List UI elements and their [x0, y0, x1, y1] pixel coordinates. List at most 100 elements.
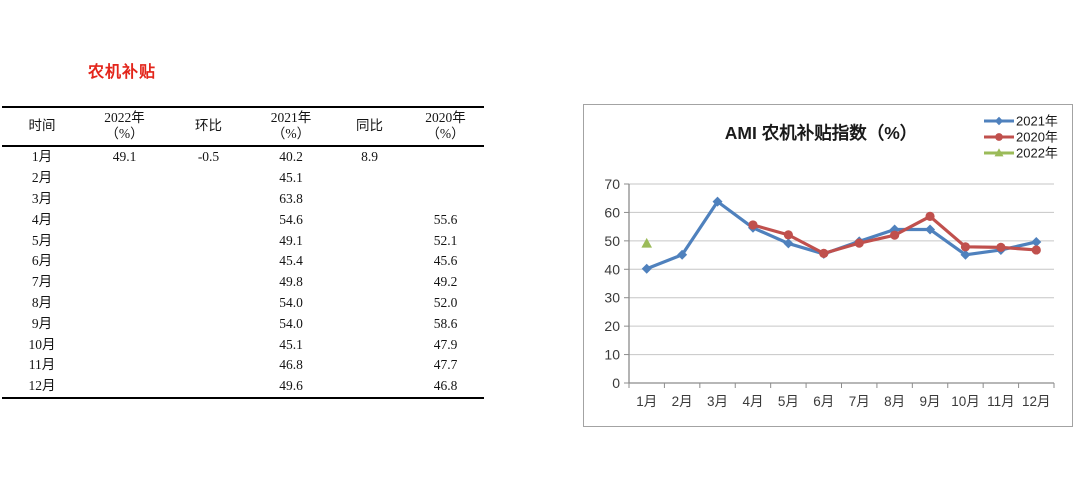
table-cell: [332, 355, 407, 376]
table-cell: [82, 335, 167, 356]
data-point-2020年: [925, 211, 935, 222]
table-cell: 8.9: [361, 149, 378, 165]
table-cell: 63.8: [279, 190, 303, 206]
chart-title: AMI 农机补贴指数（%）: [725, 123, 918, 143]
table-cell: [332, 168, 407, 189]
table-cell: 45.1: [279, 170, 303, 186]
table-cell: 49.6: [279, 378, 303, 394]
data-point-2020年: [1031, 245, 1041, 255]
legend-label: 2020年: [1016, 130, 1058, 145]
table-cell: 8月: [31, 294, 53, 310]
x-axis-label: 3月: [707, 394, 728, 409]
data-point-2021年: [925, 224, 936, 235]
table-cell: 45.4: [279, 253, 303, 269]
table-row: 10月 45.1 47.9: [2, 335, 484, 356]
table-cell: [332, 231, 407, 252]
table-cell: [332, 314, 407, 335]
table-row: 5月 49.1 52.1: [2, 231, 484, 252]
data-point-2020年: [996, 242, 1006, 252]
table-header: 时间 2022年 （%） 环比 2021年 （%） 同比 2020年 （%）: [2, 107, 484, 147]
data-point-2021年: [677, 249, 688, 260]
table-cell: [332, 210, 407, 231]
table-cell: [332, 293, 407, 314]
table-cell: 45.1: [279, 336, 303, 352]
table-row: 11月 46.8 47.7: [2, 355, 484, 376]
legend-label: 2021年: [1016, 114, 1058, 129]
table-cell: [82, 272, 167, 293]
table-cell: [167, 335, 250, 356]
y-axis-label: 0: [612, 375, 620, 391]
table-cell: [332, 251, 407, 272]
table-cell: [167, 189, 250, 210]
column-header: 同比: [356, 118, 383, 134]
subsidy-table: 时间 2022年 （%） 环比 2021年 （%） 同比 2020年 （%） 1月 49.1 -0.…: [2, 106, 484, 399]
series-line-2021年: [645, 200, 1038, 271]
chart-canvas: 0 10 20 30 40 50 60 70 1月 2月 3月 4月 5月 6月 7月 8月 9月 10月 11月 1…: [604, 114, 1058, 410]
table-cell: [82, 210, 167, 231]
table-cell: 47.9: [433, 336, 458, 352]
table-cell: [407, 146, 484, 168]
table-cell: 7月: [31, 274, 53, 290]
table-cell: [167, 231, 250, 252]
legend-marker-2022年: [994, 148, 1004, 157]
legend-label: 2022年: [1016, 146, 1058, 161]
table-header-row: 时间 2022年 （%） 环比 2021年 （%） 同比 2020年 （%）: [2, 107, 484, 147]
table-cell: 1月: [31, 149, 53, 165]
y-axis-label: 50: [604, 233, 620, 249]
table-cell: 2月: [31, 170, 53, 186]
table-row: 6月 45.4 45.6: [2, 251, 484, 272]
data-point-2021年: [960, 249, 971, 260]
table-cell: 54.0: [279, 315, 303, 331]
data-point-2020年: [783, 230, 793, 240]
table-cell: [82, 376, 167, 398]
table-cell: [82, 251, 167, 272]
table-cell: [167, 251, 250, 272]
data-point-2020年: [890, 230, 900, 240]
table-body: 1月 49.1 -0.5 40.2 8.9 2月 45.1 3月 63.8 4月 54.6 55.6 5…: [2, 146, 484, 398]
table-cell: -0.5: [197, 149, 220, 165]
y-axis-label: 70: [604, 176, 620, 192]
table-cell: 47.7: [433, 357, 458, 373]
data-point-2020年: [819, 248, 829, 258]
table-cell: 11月: [28, 357, 56, 373]
x-axis-label: 5月: [778, 394, 799, 409]
x-axis-label: 6月: [813, 394, 834, 409]
table-cell: 45.6: [433, 253, 458, 269]
y-axis-label: 40: [604, 261, 620, 277]
table-cell: [167, 355, 250, 376]
x-axis-label: 7月: [849, 394, 870, 409]
column-header: 环比: [195, 118, 222, 134]
table-cell: 10月: [28, 336, 56, 352]
table-row: 8月 54.0 52.0: [2, 293, 484, 314]
table-row: 4月 54.6 55.6: [2, 210, 484, 231]
table-row: 1月 49.1 -0.5 40.2 8.9: [2, 146, 484, 168]
table-cell: 46.8: [433, 378, 458, 394]
legend-marker-2021年: [994, 116, 1004, 126]
table-cell: 52.1: [433, 232, 458, 248]
table-cell: 6月: [31, 253, 53, 269]
table-cell: 46.8: [279, 357, 303, 373]
table-cell: [332, 376, 407, 398]
column-header: 时间: [28, 118, 56, 134]
data-point-2021年: [712, 196, 723, 207]
data-point-2022年: [641, 237, 653, 248]
section-title: 农机补贴: [88, 64, 157, 81]
table-cell: [167, 314, 250, 335]
table-cell: [82, 314, 167, 335]
table-cell: [82, 293, 167, 314]
table-cell: 3月: [31, 190, 53, 206]
subsidy-table-wrap: 时间 2022年 （%） 环比 2021年 （%） 同比 2020年 （%） 1月 49.1 -0.…: [2, 106, 484, 399]
legend-marker-2020年: [995, 133, 1003, 141]
table-cell: 52.0: [433, 294, 458, 310]
data-point-2021年: [641, 263, 652, 274]
y-axis-label: 30: [604, 290, 620, 306]
x-axis-label: 8月: [884, 394, 905, 409]
table-cell: 58.6: [433, 315, 458, 331]
table-cell: [82, 231, 167, 252]
table-cell: [167, 293, 250, 314]
table-cell: [82, 355, 167, 376]
table-row: 7月 49.8 49.2: [2, 272, 484, 293]
table-row: 12月 49.6 46.8: [2, 376, 484, 398]
table-row: 3月 63.8: [2, 189, 484, 210]
table-cell: [82, 168, 167, 189]
